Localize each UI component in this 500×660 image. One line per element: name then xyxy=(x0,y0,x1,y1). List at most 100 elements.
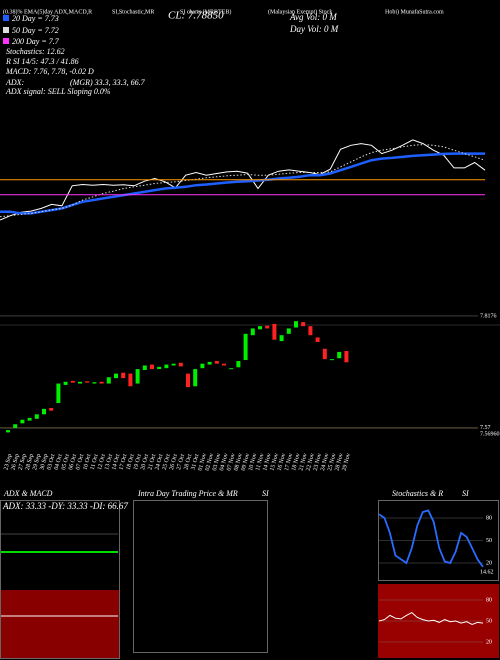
x-tick-label: 04 Nov xyxy=(219,453,229,472)
candle-body xyxy=(106,377,111,384)
x-tick-label: 27 Oct xyxy=(176,453,186,470)
close-price: CL: 7.78850 xyxy=(168,10,224,22)
candle-body xyxy=(315,337,320,342)
info-text: R SI 14/5: 47.3 / 41.86 xyxy=(5,57,79,66)
candle-body xyxy=(78,381,82,384)
candle-body xyxy=(301,322,306,327)
candle-body xyxy=(150,364,154,370)
x-tick-label: 04 Oct xyxy=(54,453,64,470)
info-text: ADX: xyxy=(5,78,25,87)
panel xyxy=(133,500,268,653)
x-tick-label: 16 Nov xyxy=(277,453,287,472)
candle-body xyxy=(63,381,68,385)
candle-body xyxy=(178,362,183,367)
candle-body xyxy=(250,328,255,336)
legend-swatch xyxy=(3,15,9,21)
header-text: (0.38)% EMA(5)day ADX,MACD,R xyxy=(3,8,92,15)
panel-title: Intra Day Trading Price & MR xyxy=(137,489,238,498)
panel-text: ADX: 33.33 -DY: 33.33 -DI: 66.67 xyxy=(2,501,128,511)
candle-body xyxy=(272,323,277,340)
x-tick-label: 21 Nov xyxy=(298,453,308,472)
x-tick-label: 03 Oct xyxy=(47,453,57,470)
y-tick-label: 7.57 xyxy=(480,425,491,431)
candle-body xyxy=(186,373,190,388)
x-tick-label: 13 Oct xyxy=(104,453,114,470)
header-text: Hobi) MunafaSutra.com xyxy=(385,8,444,15)
x-tick-label: 28 Sep xyxy=(25,453,35,470)
candle-body xyxy=(142,365,147,370)
info-text: MACD: 7.76, 7.78, -0.02 D xyxy=(5,67,94,76)
candle-body xyxy=(222,363,226,366)
x-tick-label: 26 Oct xyxy=(169,453,179,470)
candle-body xyxy=(99,381,104,384)
x-tick-label: 28 Nov xyxy=(334,453,344,472)
legend-swatch xyxy=(3,38,9,44)
x-tick-label: 05 Oct xyxy=(61,453,71,470)
candle-body xyxy=(265,325,270,329)
candle-body xyxy=(85,381,90,383)
candle-body xyxy=(171,363,176,366)
y-tick-label: 7.8176 xyxy=(480,313,497,319)
info-text: Stochastics: 12.62 xyxy=(6,47,65,56)
x-tick-label: 21 Oct xyxy=(147,453,157,470)
x-tick-label: 26 Sep xyxy=(11,453,21,470)
x-tick-label: 31 Oct xyxy=(191,453,201,470)
candle-body xyxy=(337,351,342,359)
candle-body xyxy=(207,361,212,365)
candle-body xyxy=(121,372,126,379)
macd-panel xyxy=(1,590,119,658)
y-tick-label: 50 xyxy=(486,618,492,624)
candle-body xyxy=(27,417,32,421)
legend-label: 50 Day = 7.72 xyxy=(12,26,59,35)
panel-title: SI xyxy=(262,489,269,498)
series-line xyxy=(0,139,486,221)
candle-body xyxy=(20,419,25,424)
x-tick-label: 20 Oct xyxy=(140,453,150,470)
day-vol: Day Vol: 0 M xyxy=(289,24,339,34)
candle-body xyxy=(279,335,284,342)
panel-title: SI xyxy=(462,489,469,498)
x-tick-label: 12 Oct xyxy=(97,453,107,470)
candle-body xyxy=(229,368,234,370)
candle-body xyxy=(236,360,241,368)
y-tick-label: 50 xyxy=(486,538,492,544)
info-text: ADX signal: SELL Sloping 0.0% xyxy=(5,87,111,96)
x-tick-label: 14 Oct xyxy=(111,453,121,470)
candle-body xyxy=(286,328,291,334)
series-line xyxy=(378,611,484,626)
y-tick-label: 20 xyxy=(486,639,492,645)
candle-body xyxy=(49,407,54,411)
x-tick-label: 15 Nov xyxy=(270,453,280,472)
info-text: (MGR) 33.3, 33.3, 66.7 xyxy=(70,78,146,87)
x-tick-label: 10 Nov xyxy=(248,453,258,472)
candle-body xyxy=(92,382,97,384)
x-tick-label: 07 Oct xyxy=(75,453,85,470)
x-tick-label: 25 Nov xyxy=(327,453,337,472)
panel-title: Stochastics & R xyxy=(392,489,443,498)
candle-body xyxy=(214,360,219,364)
x-tick-label: 19 Oct xyxy=(133,453,143,470)
legend-label: 20 Day = 7.73 xyxy=(12,14,59,23)
candle-body xyxy=(56,383,61,403)
candle-body xyxy=(42,408,46,415)
x-tick-label: 18 Oct xyxy=(126,453,136,470)
candle-body xyxy=(344,351,349,363)
x-tick-label: 11 Nov xyxy=(255,453,265,472)
x-tick-label: 28 Oct xyxy=(183,453,193,470)
x-tick-label: 27 Sep xyxy=(18,453,28,470)
y-tick-label: 80 xyxy=(486,597,492,603)
x-tick-label: 24 Nov xyxy=(320,453,330,472)
value-label: 14.62 xyxy=(480,569,494,575)
x-tick-label: 03 Nov xyxy=(212,453,222,472)
x-tick-label: 11 Oct xyxy=(90,453,100,470)
x-tick-label: 30 Sep xyxy=(39,453,49,470)
x-tick-label: 09 Nov xyxy=(241,453,251,472)
series-line xyxy=(0,152,485,215)
candle-body xyxy=(294,321,298,328)
header-text: (Malaysian Exempt) Stock xyxy=(268,8,332,15)
series-line xyxy=(378,509,484,568)
x-tick-label: 10 Oct xyxy=(83,453,93,470)
x-tick-label: 08 Nov xyxy=(234,453,244,472)
x-tick-label: 14 Nov xyxy=(262,453,272,472)
